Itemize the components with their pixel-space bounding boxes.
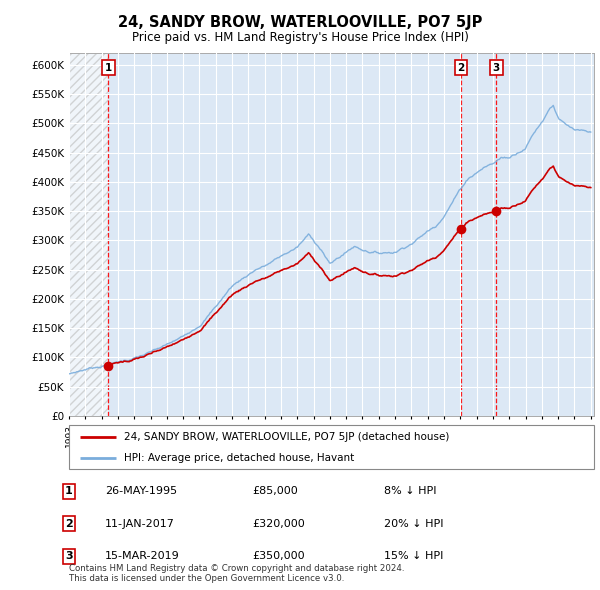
Text: 1: 1 [104,63,112,73]
Text: 3: 3 [493,63,500,73]
Text: 24, SANDY BROW, WATERLOOVILLE, PO7 5JP (detached house): 24, SANDY BROW, WATERLOOVILLE, PO7 5JP (… [124,432,449,442]
Text: 8% ↓ HPI: 8% ↓ HPI [384,486,437,496]
Text: 24, SANDY BROW, WATERLOOVILLE, PO7 5JP: 24, SANDY BROW, WATERLOOVILLE, PO7 5JP [118,15,482,30]
Text: 2: 2 [65,519,73,529]
Text: 26-MAY-1995: 26-MAY-1995 [105,486,177,496]
Text: 11-JAN-2017: 11-JAN-2017 [105,519,175,529]
Text: HPI: Average price, detached house, Havant: HPI: Average price, detached house, Hava… [124,453,355,463]
Text: Price paid vs. HM Land Registry's House Price Index (HPI): Price paid vs. HM Land Registry's House … [131,31,469,44]
Text: 15% ↓ HPI: 15% ↓ HPI [384,551,443,561]
Text: 15-MAR-2019: 15-MAR-2019 [105,551,180,561]
Text: Contains HM Land Registry data © Crown copyright and database right 2024.
This d: Contains HM Land Registry data © Crown c… [69,563,404,583]
Text: 3: 3 [65,551,73,561]
Text: 2: 2 [457,63,464,73]
Text: 1: 1 [65,486,73,496]
Text: £320,000: £320,000 [252,519,305,529]
Text: £350,000: £350,000 [252,551,305,561]
Text: 20% ↓ HPI: 20% ↓ HPI [384,519,443,529]
Text: £85,000: £85,000 [252,486,298,496]
Bar [69,53,108,416]
